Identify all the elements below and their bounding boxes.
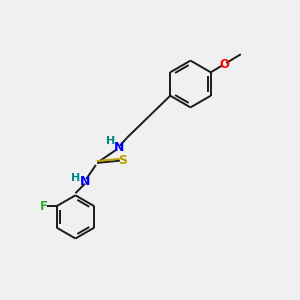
Text: H: H: [106, 136, 115, 146]
Text: N: N: [113, 141, 124, 154]
Text: O: O: [219, 58, 229, 71]
Text: S: S: [118, 154, 127, 167]
Text: H: H: [71, 173, 80, 183]
Text: N: N: [80, 175, 90, 188]
Text: F: F: [40, 200, 48, 213]
